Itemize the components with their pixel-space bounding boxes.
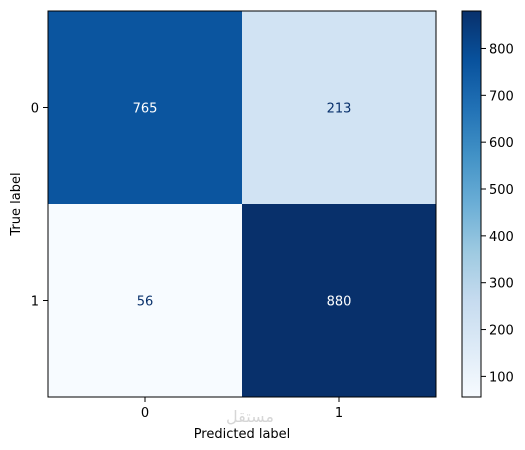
heatmap-cells: 765 213 56 880 bbox=[48, 11, 436, 397]
cell-value-label: 765 bbox=[133, 102, 158, 117]
colorbar-tick-label: 500 bbox=[489, 183, 514, 198]
y-tick-label: 1 bbox=[31, 295, 39, 310]
colorbar-tick-label: 300 bbox=[489, 277, 514, 292]
colorbar-tick-label: 800 bbox=[489, 42, 514, 57]
heatmap-cell bbox=[48, 11, 242, 204]
colorbar-tick-label: 600 bbox=[489, 136, 514, 151]
x-axis-label: Predicted label bbox=[194, 427, 291, 442]
cell-value-label: 213 bbox=[327, 102, 352, 117]
heatmap-cell bbox=[242, 204, 436, 397]
x-tick-label: 1 bbox=[335, 406, 343, 421]
plot-frame bbox=[47, 10, 437, 398]
x-tick-label: 0 bbox=[141, 406, 149, 421]
heatmap-cell bbox=[242, 11, 436, 204]
heatmap-cell bbox=[48, 204, 242, 397]
colorbar-tick-label: 700 bbox=[489, 89, 514, 104]
cell-value-label: 880 bbox=[327, 295, 352, 310]
colorbar-tick-label: 400 bbox=[489, 230, 514, 245]
watermark: مستقل bbox=[226, 407, 274, 426]
y-axis-label: True label bbox=[9, 172, 24, 236]
colorbar-tick-label: 100 bbox=[489, 370, 514, 385]
y-tick-label: 0 bbox=[31, 102, 39, 117]
colorbar-ticks: 100 200 300 400 500 600 700 800 bbox=[481, 42, 514, 385]
colorbar bbox=[461, 10, 482, 398]
colorbar-tick-label: 200 bbox=[489, 324, 514, 339]
cell-value-label: 56 bbox=[137, 295, 154, 310]
y-axis-ticks: 01 bbox=[31, 102, 48, 310]
